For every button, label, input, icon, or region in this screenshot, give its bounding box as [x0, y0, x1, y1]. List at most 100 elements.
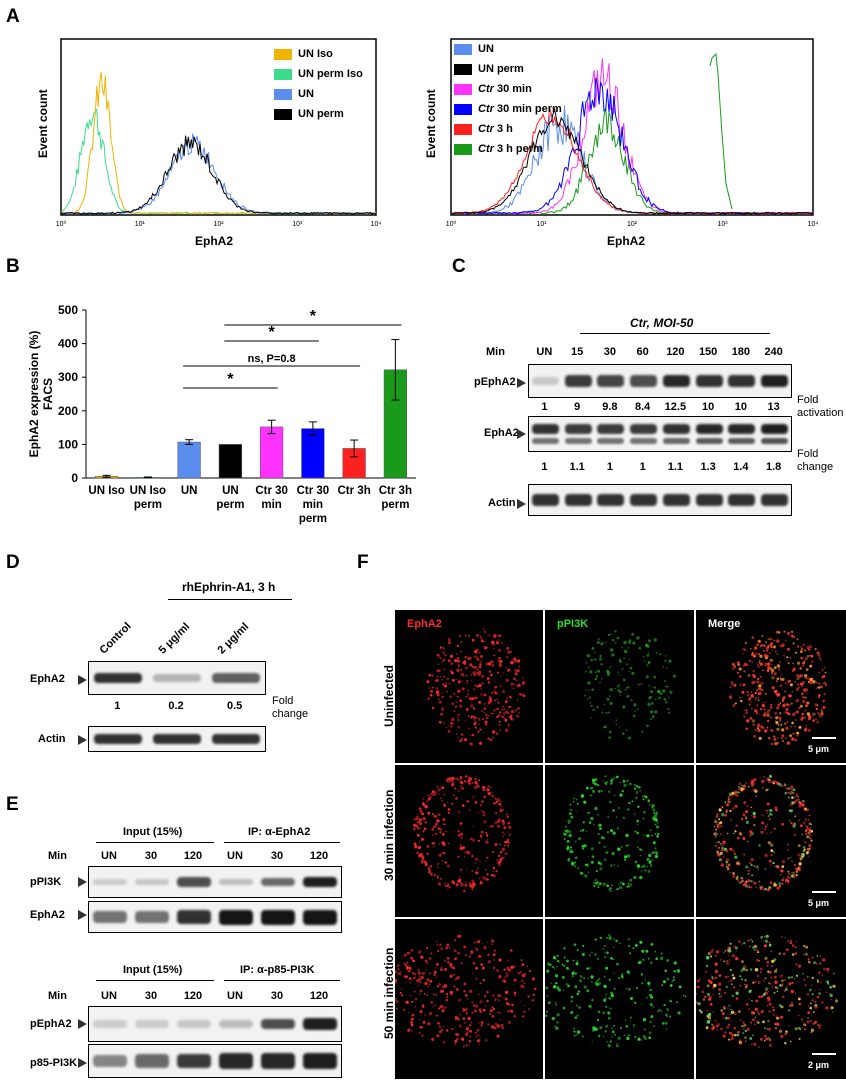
blotC0-band-2	[597, 375, 625, 387]
blotC0-band-1	[564, 375, 592, 387]
panel-e-top-lane-1: 30	[144, 850, 158, 862]
blotC1-band-4	[662, 424, 690, 434]
panel-c-fold-change-2: 1	[606, 461, 613, 473]
blotE2-band-4	[260, 1018, 296, 1030]
blotC0-band-7	[761, 374, 789, 388]
panel-e-row-label-epha2: EphA2	[30, 909, 65, 921]
micro-dots-1-2	[713, 775, 814, 892]
panel-e-top-group2-line	[224, 842, 340, 843]
blotC0-band-6	[728, 374, 756, 387]
legend-left-swatch-3	[274, 109, 292, 120]
legend-left-swatch-1	[274, 69, 292, 80]
blotE0-band-3	[218, 878, 254, 886]
panel-c-fold-change-5: 1.3	[700, 461, 716, 473]
legend-right-label-4: Ctr 3 h	[478, 123, 513, 135]
histogram-right-ylabel: Event count	[424, 89, 438, 158]
micro-row-label-2: 50 min infection	[382, 947, 396, 1039]
blotD1-band-2	[211, 733, 260, 745]
blotE0-band-0	[92, 878, 128, 886]
panel-e-top-lane-2: 120	[183, 850, 203, 862]
panel-c-note-fold-change: Fold change	[797, 448, 834, 473]
micro-1-0	[395, 765, 543, 917]
blotC1-band2-4	[662, 437, 690, 444]
panel-c-note-fold-activation: Fold activation	[797, 394, 844, 419]
panel-d-arrow-epha2	[78, 675, 87, 685]
bar-3	[218, 444, 242, 479]
panel-c-fold-act-0: 1	[541, 401, 548, 413]
blotC1-band-2	[597, 424, 625, 434]
panel-c-arrow-actin	[517, 499, 526, 509]
panel-c-row-label-epha2: EphA2	[484, 427, 519, 439]
hist-right-tick-4: 10⁴	[808, 221, 819, 228]
panel-e-bottom-group2-line	[224, 980, 340, 981]
panel-c-arrow-epha2	[517, 429, 526, 439]
hist-left-tick-0: 10⁰	[56, 220, 67, 228]
panel-e-top-lane-5: 120	[309, 850, 329, 862]
panel-e-bottom-lane-3: UN	[227, 990, 243, 1002]
blotC1-band2-2	[597, 437, 625, 444]
panel-d-fold-1: 0.2	[168, 700, 184, 712]
panel-e-top-lane-4: 30	[270, 850, 284, 862]
panel-e-bottom-group2: IP: α-p85-PI3K	[240, 964, 315, 976]
panel-e-arrow-pepha2	[78, 1019, 87, 1029]
blotC1-band-5	[695, 424, 723, 434]
legend-right-label-1: UN perm	[478, 63, 524, 75]
panel-c-fold-act-6: 10	[734, 401, 747, 413]
hist-left-tick-2: 10²	[213, 221, 224, 228]
micro-dots-2-1	[545, 934, 687, 1048]
panel-d-lane-0: Control	[97, 620, 135, 657]
legend-right-swatch-3	[454, 104, 472, 115]
panel-c-lane-4: 120	[666, 346, 685, 358]
blotE2-band-5	[302, 1018, 338, 1030]
histogram-right-xlabel: EphA2	[607, 234, 646, 248]
panel-c-arrow-pepha2	[517, 378, 526, 388]
legend-left-label-2: UN	[298, 88, 314, 100]
blotC2-band-5	[695, 494, 723, 506]
blotC1-band2-1	[564, 437, 592, 444]
blotE0-band-5	[302, 876, 338, 888]
panel-c-header-text: Ctr, MOI-50	[630, 316, 694, 330]
panel-e-bottom-lane-1: 30	[144, 990, 158, 1002]
blotE1-band-4	[260, 909, 296, 925]
blotC1-band2-3	[630, 437, 658, 444]
blot-e-ppi3k	[88, 866, 342, 898]
bar-xtick-0: UN Iso	[88, 485, 124, 497]
panel-c-fold-change-4: 1.1	[667, 461, 684, 473]
blotC2-band-1	[564, 494, 592, 506]
panel-e-top-lane-0: UN	[101, 850, 117, 862]
panel-c-header: Ctr, MOI-50	[630, 316, 693, 330]
panel-c-lane-2: 30	[603, 346, 616, 358]
sig-label-2: *	[269, 324, 276, 341]
blot-d-epha2	[88, 661, 266, 695]
bar-xtick-7: Ctr 3h perm	[379, 485, 412, 511]
panel-c-lane-3: 60	[636, 346, 649, 358]
panel-e-top-group1-line	[96, 842, 214, 843]
panel-e-row-label-ppi3k: pPI3K	[30, 876, 62, 888]
panel-e-arrow-p85	[78, 1058, 87, 1068]
panel-c-fold-act-7: 13	[767, 401, 780, 413]
legend-left-label-0: UN Iso	[298, 48, 333, 60]
micro-scalebar-label-2: 2 μm	[808, 1060, 830, 1070]
panel-d-note: Fold change	[272, 695, 309, 720]
blotD1-band-1	[152, 733, 202, 745]
panel-c-lane-5: 150	[698, 346, 718, 358]
legend-right-swatch-1	[454, 64, 472, 75]
micro-2-2: 2 μm	[696, 919, 846, 1079]
hist-right-tick-0: 10⁰	[446, 220, 457, 228]
panel-c-fold-act-4: 12.5	[664, 401, 687, 413]
blotE3-band-0	[92, 1054, 128, 1068]
panel-c-min-label: Min	[486, 346, 505, 358]
panel-d-lane-1: 5 μg/ml	[156, 620, 193, 657]
blot-c-actin	[528, 484, 792, 516]
legend-right-label-3: Ctr 30 min perm	[478, 103, 562, 115]
panel-e-bottom-group1: Input (15%)	[123, 964, 183, 976]
blotE3-band-2	[176, 1053, 212, 1069]
micro-dots-2-2	[696, 934, 839, 1048]
micro-scalebar-label-0: 5 μm	[808, 744, 830, 754]
bar-xtick-2: UN	[181, 485, 198, 497]
panel-e-row-label-p85: p85-PI3K	[30, 1057, 78, 1069]
micro-dots-2-0	[395, 934, 537, 1048]
panel-e-arrow-epha2	[78, 910, 87, 920]
micro-2-1	[545, 919, 694, 1079]
panel-c-fold-change-3: 1	[639, 461, 646, 473]
